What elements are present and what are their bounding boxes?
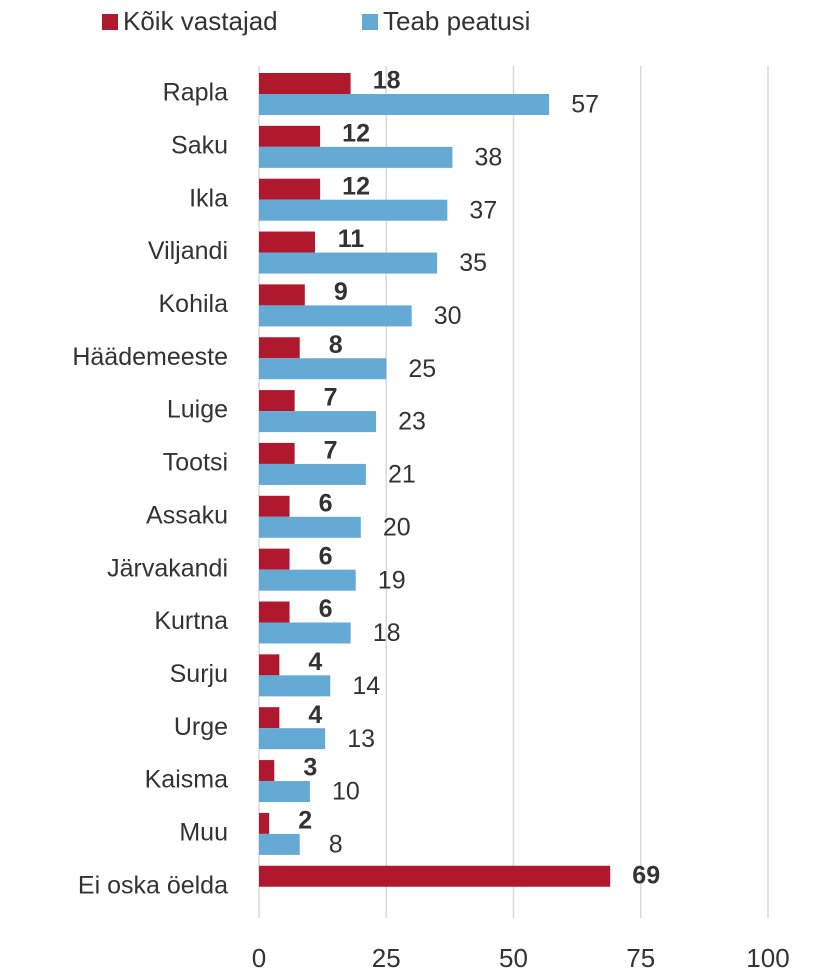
bar [259, 231, 315, 253]
category-label: Kurtna [154, 607, 228, 635]
data-label: 13 [347, 725, 375, 753]
category-label: Viljandi [148, 237, 228, 265]
data-label: 14 [352, 672, 380, 700]
bar [259, 781, 310, 803]
data-label: 6 [319, 542, 333, 570]
bar [259, 654, 280, 676]
data-label: 20 [383, 513, 411, 541]
bar [259, 94, 550, 115]
data-label: 10 [332, 778, 360, 806]
bar [259, 622, 351, 644]
legend-swatch [102, 14, 118, 30]
bar [259, 390, 295, 412]
bar [259, 199, 448, 221]
category-label: Saku [171, 131, 228, 159]
category-label: Urge [174, 713, 228, 741]
bar [259, 125, 321, 147]
bar [259, 411, 377, 433]
x-tick-label: 25 [372, 943, 401, 973]
data-label: 38 [475, 143, 503, 171]
x-tick-label: 0 [252, 943, 266, 973]
bar [259, 548, 290, 570]
data-label: 25 [408, 355, 436, 383]
bar [259, 337, 300, 359]
bar [259, 569, 356, 591]
bar [259, 252, 438, 274]
category-label: Järvakandi [107, 554, 228, 582]
data-label: 30 [434, 302, 462, 330]
data-label: 12 [342, 119, 370, 147]
bar [259, 495, 290, 517]
category-label: Rapla [163, 79, 228, 107]
bar [259, 760, 275, 782]
category-label: Assaku [146, 501, 228, 529]
data-label: 23 [398, 408, 426, 436]
legend-label: Teab peatusi [383, 6, 530, 36]
data-label: 69 [632, 861, 660, 889]
category-label: Tootsi [163, 449, 228, 477]
data-label: 19 [378, 566, 406, 594]
category-label: Ei oska öelda [78, 871, 228, 899]
bar [259, 516, 361, 538]
data-label: 21 [388, 461, 416, 489]
legend-swatch [362, 14, 378, 30]
category-label: Kohila [159, 290, 229, 318]
bar [259, 601, 290, 623]
bar [259, 463, 366, 485]
data-label: 6 [319, 595, 333, 623]
bar [259, 73, 351, 94]
bar [259, 865, 611, 887]
legend-label: Kõik vastajad [123, 6, 278, 36]
data-label: 4 [308, 648, 322, 676]
bar [259, 284, 305, 306]
data-label: 7 [324, 384, 338, 412]
data-label: 18 [373, 67, 401, 95]
x-tick-label: 100 [746, 943, 789, 973]
data-label: 37 [469, 196, 497, 224]
data-label: 18 [373, 619, 401, 647]
bar [259, 146, 453, 168]
category-label: Ikla [189, 184, 228, 212]
category-label: Surju [170, 660, 228, 688]
data-label: 57 [571, 91, 599, 119]
data-label: 3 [303, 754, 317, 782]
category-label: Kaisma [145, 766, 228, 794]
data-label: 12 [342, 172, 370, 200]
data-label: 35 [459, 249, 487, 277]
category-label: Luige [167, 396, 228, 424]
bar [259, 358, 387, 380]
bar [259, 178, 321, 200]
bar [259, 833, 300, 855]
data-label: 6 [319, 489, 333, 517]
data-label: 4 [308, 701, 322, 729]
bar [259, 707, 280, 729]
x-tick-label: 50 [499, 943, 528, 973]
data-label: 2 [298, 807, 312, 835]
data-label: 8 [329, 331, 343, 359]
data-label: 8 [329, 831, 343, 859]
category-label: Häädemeeste [72, 343, 228, 371]
data-label: 7 [324, 437, 338, 465]
bar [259, 675, 331, 697]
bar [259, 305, 412, 327]
x-tick-label: 75 [626, 943, 655, 973]
data-label: 11 [338, 225, 365, 253]
bar [259, 442, 295, 464]
bar [259, 812, 270, 834]
category-label: Muu [179, 819, 228, 847]
bar [259, 728, 326, 750]
data-label: 9 [334, 278, 348, 306]
